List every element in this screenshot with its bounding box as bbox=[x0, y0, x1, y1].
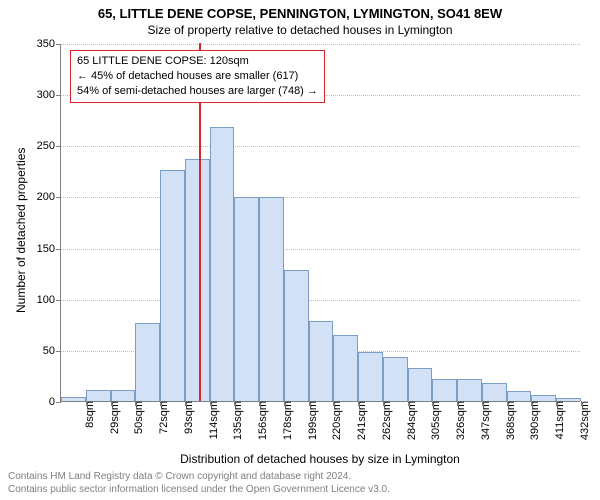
xtick-label: 284sqm bbox=[404, 401, 418, 440]
xtick-label: 29sqm bbox=[107, 401, 121, 434]
histogram-bar bbox=[234, 197, 259, 401]
xtick-label: 347sqm bbox=[478, 401, 492, 440]
xtick-label: 220sqm bbox=[329, 401, 343, 440]
title-sub: Size of property relative to detached ho… bbox=[0, 21, 600, 37]
histogram-bar bbox=[482, 383, 507, 401]
gridline-h bbox=[61, 44, 580, 45]
gridline-h bbox=[61, 146, 580, 147]
histogram-bar bbox=[432, 379, 457, 402]
xtick-label: 432sqm bbox=[577, 401, 591, 440]
gridline-h bbox=[61, 249, 580, 250]
chart-container: 65, LITTLE DENE COPSE, PENNINGTON, LYMIN… bbox=[0, 0, 600, 500]
footer: Contains HM Land Registry data © Crown c… bbox=[8, 470, 390, 496]
histogram-bar bbox=[333, 335, 358, 401]
xtick-label: 411sqm bbox=[552, 401, 566, 439]
ytick-label: 100 bbox=[37, 294, 61, 306]
histogram-bar bbox=[135, 323, 160, 401]
xtick-label: 135sqm bbox=[230, 401, 244, 440]
xtick-label: 326sqm bbox=[453, 401, 467, 440]
histogram-bar bbox=[457, 379, 482, 402]
footer-line1: Contains HM Land Registry data © Crown c… bbox=[8, 470, 390, 483]
histogram-bar bbox=[86, 390, 111, 401]
histogram-bar bbox=[408, 368, 433, 401]
histogram-bar bbox=[358, 352, 383, 401]
histogram-bar bbox=[160, 170, 185, 401]
xtick-label: 114sqm bbox=[206, 401, 220, 439]
xtick-label: 241sqm bbox=[354, 401, 368, 440]
histogram-bar bbox=[185, 159, 210, 401]
histogram-bar bbox=[210, 127, 235, 401]
ytick-label: 150 bbox=[37, 243, 61, 255]
xtick-label: 8sqm bbox=[82, 401, 96, 428]
histogram-bar bbox=[383, 357, 408, 401]
histogram-bar bbox=[284, 270, 309, 401]
ytick-label: 200 bbox=[37, 191, 61, 203]
xtick-label: 178sqm bbox=[280, 401, 294, 440]
ytick-label: 0 bbox=[49, 396, 61, 408]
y-axis-label: Number of detached properties bbox=[14, 148, 28, 313]
annot-line3: 54% of semi-detached houses are larger (… bbox=[77, 84, 318, 99]
gridline-h bbox=[61, 197, 580, 198]
annot-line2: ← 45% of detached houses are smaller (61… bbox=[77, 69, 318, 84]
ytick-label: 350 bbox=[37, 38, 61, 50]
annotation-box: 65 LITTLE DENE COPSE: 120sqm ← 45% of de… bbox=[70, 50, 325, 103]
ytick-label: 250 bbox=[37, 140, 61, 152]
xtick-label: 368sqm bbox=[503, 401, 517, 440]
xtick-label: 390sqm bbox=[527, 401, 541, 440]
xtick-label: 262sqm bbox=[379, 401, 393, 440]
title-main: 65, LITTLE DENE COPSE, PENNINGTON, LYMIN… bbox=[0, 0, 600, 21]
annot-line1: 65 LITTLE DENE COPSE: 120sqm bbox=[77, 54, 318, 69]
histogram-bar bbox=[111, 390, 136, 401]
histogram-bar bbox=[507, 391, 532, 401]
xtick-label: 305sqm bbox=[428, 401, 442, 440]
ytick-label: 300 bbox=[37, 89, 61, 101]
histogram-bar bbox=[309, 321, 334, 401]
x-axis-label: Distribution of detached houses by size … bbox=[60, 452, 580, 466]
xtick-label: 156sqm bbox=[255, 401, 269, 440]
xtick-label: 199sqm bbox=[305, 401, 319, 440]
ytick-label: 50 bbox=[43, 345, 61, 357]
xtick-label: 72sqm bbox=[156, 401, 170, 434]
gridline-h bbox=[61, 300, 580, 301]
xtick-label: 50sqm bbox=[131, 401, 145, 434]
xtick-label: 93sqm bbox=[181, 401, 195, 434]
footer-line2: Contains public sector information licen… bbox=[8, 483, 390, 496]
histogram-bar bbox=[259, 197, 284, 401]
